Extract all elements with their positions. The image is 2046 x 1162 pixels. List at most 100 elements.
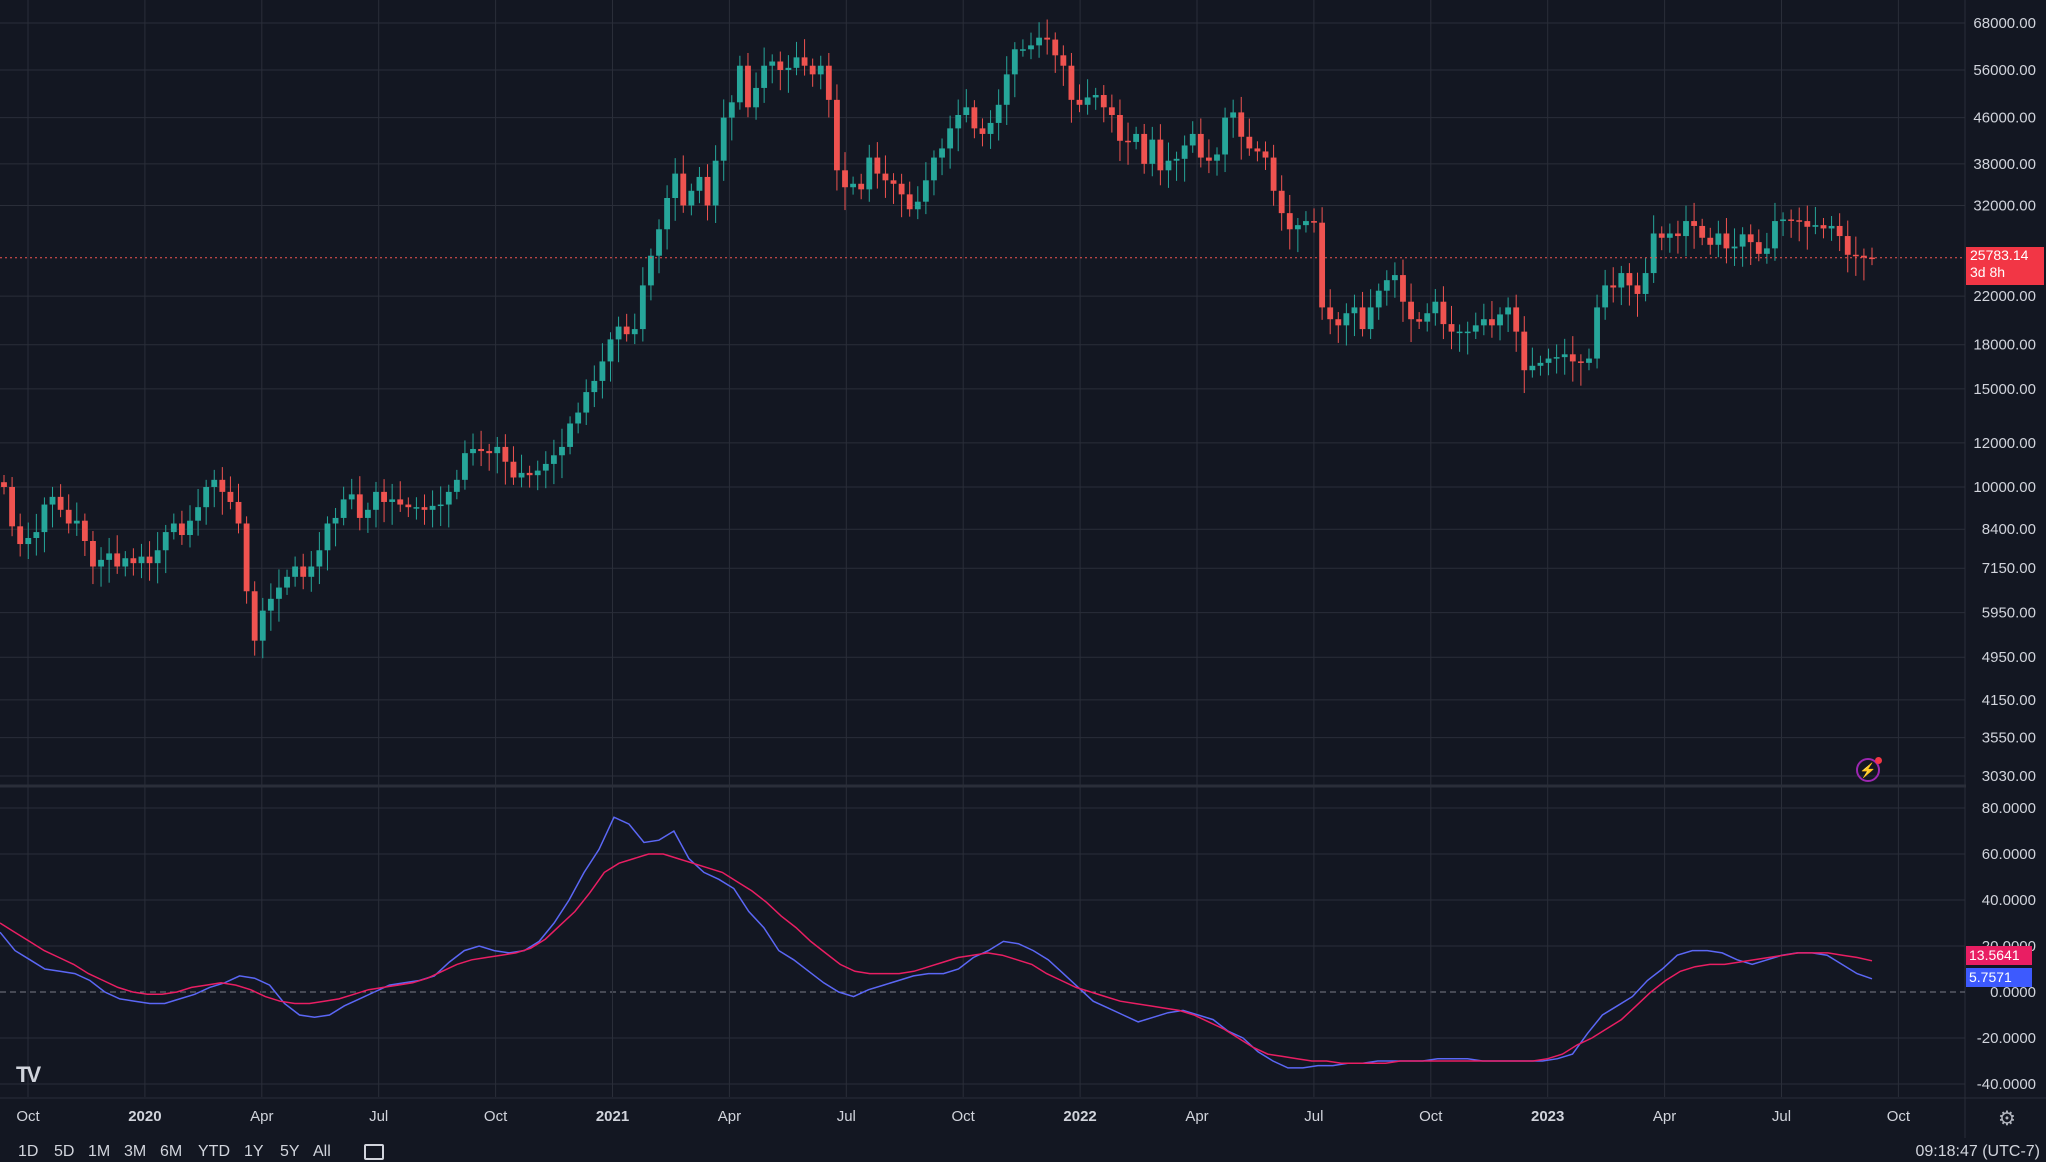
candle-body bbox=[203, 486, 210, 508]
candle-body bbox=[308, 566, 315, 577]
candle-body bbox=[429, 505, 436, 510]
price-axis[interactable]: 68000.00 56000.00 46000.00 38000.00 32000.00… bbox=[1973, 15, 2036, 785]
candle-body bbox=[793, 57, 800, 68]
time-tick-label: Jul bbox=[369, 1108, 388, 1125]
candle-body bbox=[1683, 221, 1689, 237]
indicator-tick-label: 80.0000 bbox=[1982, 800, 2036, 817]
candle-body bbox=[712, 160, 719, 206]
candle-body bbox=[1319, 222, 1326, 308]
candle-body bbox=[1214, 154, 1220, 161]
candle-body bbox=[1812, 225, 1819, 227]
range-5d-button[interactable]: 5D bbox=[54, 1143, 75, 1160]
candle-body bbox=[1044, 37, 1051, 40]
range-6m-button[interactable]: 6M bbox=[160, 1143, 183, 1160]
range-ytd-button[interactable]: YTD bbox=[198, 1143, 230, 1160]
time-tick-label: 2021 bbox=[596, 1108, 629, 1125]
candle-body bbox=[1141, 133, 1148, 164]
price-tick-label: 68000.00 bbox=[1973, 15, 2036, 32]
range-1y-button[interactable]: 1Y bbox=[244, 1143, 264, 1160]
candle-body bbox=[130, 558, 137, 564]
candle-body bbox=[656, 229, 662, 256]
candle-body bbox=[340, 499, 347, 518]
candle-body bbox=[1739, 234, 1746, 247]
candle-body bbox=[648, 255, 654, 286]
candle-body bbox=[939, 148, 945, 158]
candle-body bbox=[898, 183, 905, 195]
candle-body bbox=[1246, 136, 1253, 149]
settings-gear-icon[interactable]: ⚙ bbox=[1998, 1108, 2016, 1130]
price-tick-label: 5950.00 bbox=[1982, 605, 2036, 622]
time-tick-label: Apr bbox=[1653, 1108, 1676, 1125]
candle-body bbox=[1117, 114, 1123, 141]
last-price-badge: 25783.14 3d 8h bbox=[1966, 247, 2044, 285]
candle-body bbox=[364, 509, 371, 518]
calendar-icon[interactable] bbox=[364, 1144, 384, 1160]
candle-body bbox=[1149, 139, 1156, 164]
candle-body bbox=[1545, 358, 1552, 363]
candle-body bbox=[914, 201, 921, 210]
candle-body bbox=[1092, 95, 1099, 98]
last-price-value: 25783.14 bbox=[1970, 247, 2029, 263]
lightning-alert-icon[interactable]: ⚡ bbox=[1856, 758, 1880, 782]
time-tick-label: Apr bbox=[1185, 1108, 1208, 1125]
candle-body bbox=[1642, 273, 1649, 294]
tradingview-logo-icon[interactable]: TV bbox=[16, 1062, 41, 1087]
time-tick-label: Oct bbox=[1419, 1108, 1443, 1125]
range-all-button[interactable]: All bbox=[313, 1143, 331, 1160]
candle-body bbox=[413, 507, 420, 509]
time-axis[interactable]: Oct 2020 Apr Jul Oct 2021 Apr Jul Oct 2022 Apr Jul O… bbox=[16, 1108, 1911, 1125]
candle-body bbox=[1537, 362, 1544, 366]
candle-body bbox=[1335, 319, 1342, 326]
candle-body bbox=[963, 107, 970, 115]
candle-body bbox=[1133, 133, 1140, 142]
candle-body bbox=[1763, 248, 1770, 254]
indicator-tick-label: -20.0000 bbox=[1977, 1030, 2036, 1047]
indicator-axis[interactable]: 80.000060.000040.000020.00000.0000-20.00… bbox=[1977, 800, 2036, 1093]
candle-body bbox=[623, 326, 630, 335]
range-5y-button[interactable]: 5Y bbox=[280, 1143, 300, 1160]
range-3m-button[interactable]: 3M bbox=[124, 1143, 147, 1160]
candle-body bbox=[1383, 280, 1390, 291]
candle-body bbox=[769, 61, 776, 66]
candle-body bbox=[1100, 95, 1107, 108]
candle-body bbox=[825, 65, 832, 100]
candle-body bbox=[842, 170, 848, 188]
candle-body bbox=[631, 329, 638, 335]
candle-body bbox=[1755, 242, 1762, 254]
candle-body bbox=[1650, 233, 1657, 274]
candle-body bbox=[1521, 331, 1528, 371]
candle-body bbox=[906, 194, 913, 210]
price-tick-label: 3030.00 bbox=[1982, 768, 2036, 785]
range-1d-button[interactable]: 1D bbox=[18, 1143, 39, 1160]
candle-body bbox=[1181, 145, 1188, 159]
candle-body bbox=[1820, 225, 1827, 229]
candlestick-series bbox=[1, 19, 1875, 659]
candle-body bbox=[1205, 157, 1212, 161]
candle-body bbox=[1780, 219, 1786, 222]
macd-line bbox=[0, 816, 1873, 1069]
indicator-tick-label: -40.0000 bbox=[1977, 1076, 2036, 1093]
candle-body bbox=[1869, 257, 1875, 260]
candle-body bbox=[1529, 365, 1536, 371]
macd-value-badge: 5.7571 bbox=[1966, 968, 2032, 987]
candle-body bbox=[1189, 133, 1196, 146]
candle-body bbox=[1602, 285, 1609, 308]
candle-body bbox=[98, 559, 104, 567]
candle-body bbox=[1497, 314, 1503, 326]
candle-body bbox=[1068, 65, 1075, 100]
candle-body bbox=[1610, 285, 1617, 288]
candle-body bbox=[1003, 74, 1010, 105]
clock-readout[interactable]: 09:18:47 (UTC-7) bbox=[1915, 1143, 2041, 1160]
candle-body bbox=[1262, 151, 1269, 158]
candle-body bbox=[478, 448, 485, 452]
candle-body bbox=[858, 183, 865, 190]
time-tick-label: 2022 bbox=[1063, 1108, 1096, 1125]
range-1m-button[interactable]: 1M bbox=[88, 1143, 111, 1160]
candle-body bbox=[510, 461, 517, 478]
candle-body bbox=[591, 380, 598, 393]
candle-body bbox=[1375, 290, 1382, 308]
candle-body bbox=[373, 491, 379, 510]
candle-body bbox=[292, 566, 299, 577]
candle-body bbox=[1076, 99, 1083, 105]
